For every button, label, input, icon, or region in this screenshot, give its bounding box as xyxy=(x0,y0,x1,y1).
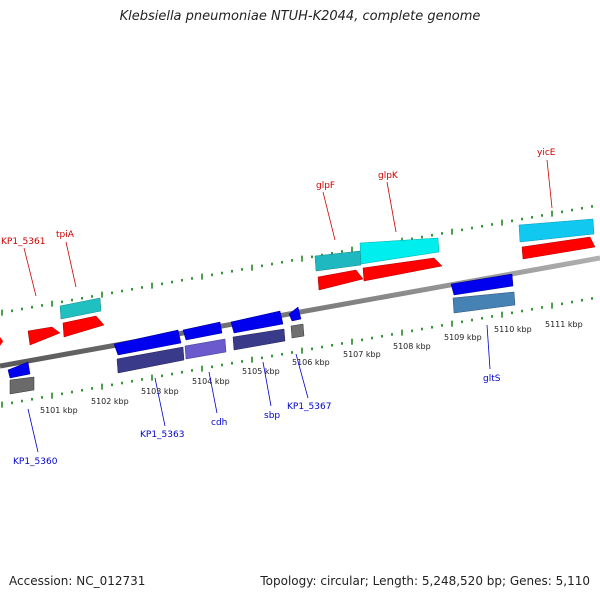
cds-block-forward[interactable] xyxy=(59,297,102,320)
gene-arrow-reverse[interactable] xyxy=(0,337,3,346)
genome-title: Klebsiella pneumoniae NTUH-K2044, comple… xyxy=(119,9,481,24)
cds-block-reverse[interactable] xyxy=(9,376,35,395)
gene-label-kp1-5367[interactable]: KP1_5367 xyxy=(287,402,331,412)
kbp-label: 5106 kbp xyxy=(292,358,330,367)
cds-block-reverse[interactable] xyxy=(290,323,305,339)
gene-arrow-forward[interactable] xyxy=(317,269,364,291)
gene-arrow-reverse[interactable] xyxy=(182,321,223,341)
gene-arrow-forward[interactable] xyxy=(27,326,61,346)
gene-label-kp1-5363[interactable]: KP1_5363 xyxy=(140,430,184,440)
reverse-features xyxy=(0,273,516,395)
gene-arrow-reverse[interactable] xyxy=(230,310,284,334)
gene-label-tpia[interactable]: tpiA xyxy=(56,230,75,240)
kbp-label: 5111 kbp xyxy=(545,320,583,329)
gene-arrow-reverse[interactable] xyxy=(450,273,514,296)
cds-block-reverse[interactable] xyxy=(184,338,227,360)
gene-arrow-reverse[interactable] xyxy=(7,361,31,379)
gene-arrow-forward[interactable] xyxy=(362,257,443,282)
gene-label-glpf[interactable]: glpF xyxy=(316,181,335,191)
kbp-label: 5107 kbp xyxy=(343,350,381,359)
gene-label-kp1-5360[interactable]: KP1_5360 xyxy=(13,457,58,467)
kbp-label: 5105 kbp xyxy=(242,367,280,376)
gene-label-yice[interactable]: yicE xyxy=(537,148,556,158)
kbp-label: 5103 kbp xyxy=(141,387,179,396)
kbp-label: 5101 kbp xyxy=(40,406,78,415)
gene-arrow-forward[interactable] xyxy=(521,236,596,260)
cds-block-reverse[interactable] xyxy=(232,328,286,351)
gene-arrow-reverse[interactable] xyxy=(113,329,182,356)
kbp-label: 5108 kbp xyxy=(393,342,431,351)
reverse-strand-ticks xyxy=(1,297,593,408)
gene-labels: KP1_5361 tpiA glpF glpK yicE KP1_5360 KP… xyxy=(1,148,556,467)
cds-block-reverse[interactable] xyxy=(116,346,185,374)
gene-label-cdh[interactable]: cdh xyxy=(211,418,227,428)
label-leaders xyxy=(23,159,553,453)
forward-features xyxy=(0,218,596,346)
gene-label-glts[interactable]: gltS xyxy=(483,374,501,384)
genome-summary-text: Topology: circular; Length: 5,248,520 bp… xyxy=(260,574,590,588)
gene-label-glpk[interactable]: glpK xyxy=(378,171,399,181)
gene-label-sbp[interactable]: sbp xyxy=(264,411,280,421)
gene-arrow-forward[interactable] xyxy=(62,315,105,338)
kbp-label: 5102 kbp xyxy=(91,397,129,406)
cds-block-forward[interactable] xyxy=(518,218,595,243)
gene-label-kp1-5361[interactable]: KP1_5361 xyxy=(1,237,45,247)
cds-block-forward[interactable] xyxy=(359,237,440,265)
accession-text: Accession: NC_012731 xyxy=(9,574,146,588)
cds-block-reverse[interactable] xyxy=(452,291,516,314)
kbp-label: 5109 kbp xyxy=(444,333,482,342)
cds-block-forward[interactable] xyxy=(314,250,362,272)
gene-arrow-reverse[interactable] xyxy=(288,306,302,322)
kbp-label: 5110 kbp xyxy=(494,325,532,334)
